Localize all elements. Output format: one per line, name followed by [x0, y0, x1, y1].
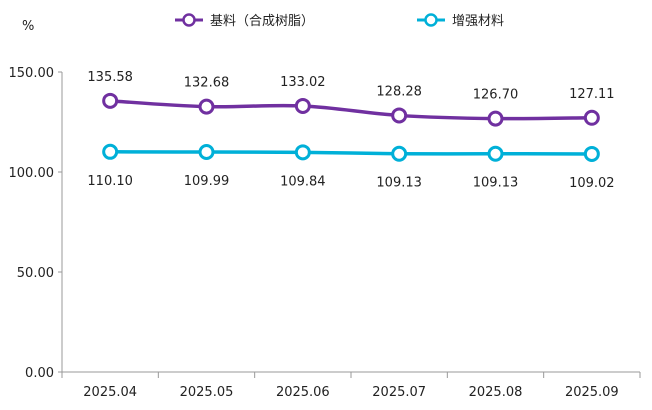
data-label: 133.02 [280, 75, 326, 90]
x-tick-label: 2025.09 [565, 385, 619, 400]
y-axis-unit-label: % [22, 19, 34, 34]
data-label: 135.58 [87, 70, 133, 85]
legend: 基料（合成树脂） 增强材料 [175, 13, 504, 29]
series-1: 135.58 132.68 133.02 128.28 126.70 127.11 [87, 70, 615, 127]
data-label: 128.28 [376, 84, 422, 99]
series-line-1 [110, 99, 592, 121]
data-label: 110.10 [87, 174, 133, 189]
data-point [583, 109, 600, 126]
legend-label-series-2: 增强材料 [452, 14, 504, 29]
y-tick-label: 100.00 [9, 166, 55, 181]
data-label: 109.84 [280, 174, 326, 189]
x-tick-label: 2025.04 [83, 385, 137, 400]
data-point [294, 144, 311, 161]
x-axis-ticks: 2025.04 2025.05 2025.06 2025.07 2025.08 2025.… [61, 372, 641, 400]
legend-label-series-1: 基料（合成树脂） [210, 14, 314, 29]
data-point [391, 107, 408, 124]
data-label: 126.70 [473, 88, 519, 103]
data-label: 109.99 [184, 174, 230, 189]
legend-item-series-1: 基料（合成树脂） [175, 13, 314, 29]
x-tick-label: 2025.08 [469, 385, 523, 400]
x-tick-label: 2025.05 [180, 385, 234, 400]
data-label: 127.11 [569, 87, 615, 102]
data-point [294, 97, 311, 114]
data-label: 109.13 [473, 176, 519, 191]
data-point [487, 145, 504, 162]
x-tick-label: 2025.07 [372, 385, 426, 400]
data-label: 132.68 [184, 76, 230, 91]
y-tick-label: 0.00 [25, 366, 54, 381]
series-layer: 135.58 132.68 133.02 128.28 126.70 127.11 110.… [87, 70, 614, 191]
data-point [487, 110, 504, 127]
data-point [102, 143, 119, 160]
y-tick-label: 150.00 [9, 66, 55, 81]
y-tick-label: 50.00 [17, 266, 54, 281]
legend-marker-series-2 [424, 13, 438, 27]
data-label: 109.02 [569, 176, 615, 191]
data-point [391, 145, 408, 162]
data-point [102, 92, 119, 109]
x-tick-label: 2025.06 [276, 385, 330, 400]
data-point [583, 145, 600, 162]
data-point [198, 98, 215, 115]
series-2: 110.10 109.99 109.84 109.13 109.13 109.02 [87, 143, 615, 191]
data-point [198, 144, 215, 161]
series-line-2 [110, 150, 592, 156]
legend-item-series-2: 增强材料 [417, 13, 504, 29]
y-axis-ticks: 0.00 50.00 100.00 150.00 [9, 66, 62, 381]
legend-marker-series-1 [182, 13, 196, 27]
data-label: 109.13 [376, 176, 422, 191]
